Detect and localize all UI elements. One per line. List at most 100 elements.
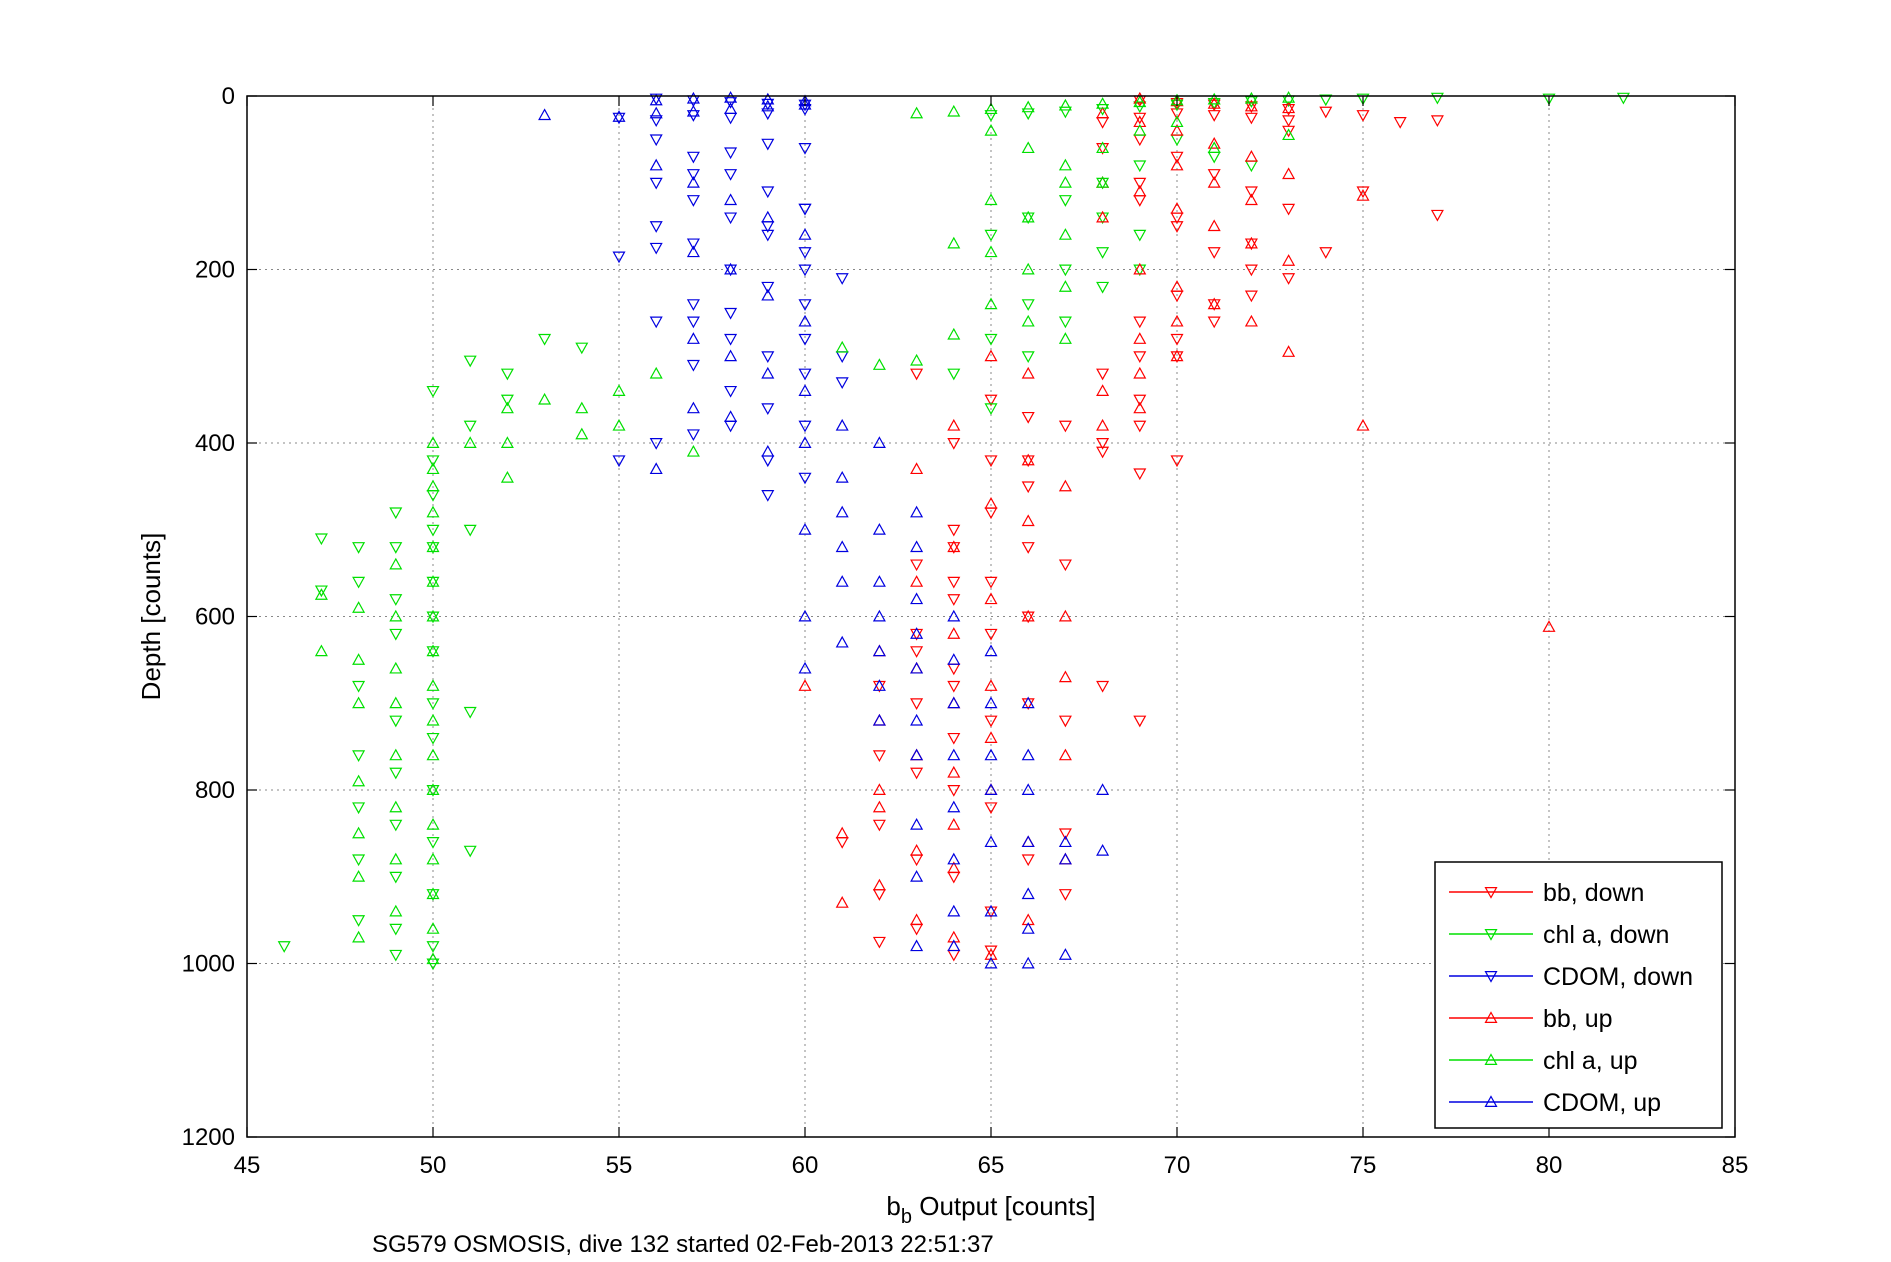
- data-point: [686, 299, 700, 311]
- data-point: [463, 420, 477, 433]
- data-point: [649, 462, 663, 475]
- data-point: [1356, 110, 1370, 122]
- grid: [247, 96, 1735, 1137]
- data-point: [1058, 195, 1072, 207]
- data-point: [389, 557, 403, 570]
- data-point: [612, 112, 626, 125]
- data-point: [947, 627, 961, 639]
- data-point: [1133, 195, 1147, 207]
- data-point: [1096, 141, 1110, 154]
- data-point: [314, 588, 328, 600]
- data-point: [649, 316, 663, 329]
- x-tick-label: 70: [1164, 1152, 1191, 1179]
- data-point: [910, 540, 924, 553]
- data-point: [426, 436, 440, 448]
- data-point: [910, 106, 924, 119]
- data-point: [1170, 349, 1184, 362]
- data-point: [686, 429, 700, 442]
- data-point: [798, 384, 812, 396]
- data-point: [798, 143, 812, 155]
- data-point: [947, 785, 961, 797]
- data-point: [1096, 446, 1110, 459]
- data-point: [1282, 345, 1296, 357]
- data-point: [798, 333, 812, 346]
- data-point: [1096, 210, 1110, 223]
- legend-marker: [1484, 1011, 1498, 1023]
- data-point: [1430, 92, 1444, 105]
- data-point: [1058, 828, 1072, 841]
- data-point: [947, 800, 961, 813]
- data-point: [426, 540, 440, 553]
- data-point: [426, 455, 440, 468]
- data-point: [463, 436, 477, 448]
- data-point: [1096, 97, 1110, 109]
- data-point: [947, 871, 961, 884]
- data-point: [724, 112, 738, 125]
- data-point: [984, 349, 998, 362]
- data-point: [724, 349, 738, 362]
- data-point: [1133, 715, 1147, 728]
- data-point: [352, 750, 366, 763]
- data-point: [947, 418, 961, 431]
- data-point: [984, 592, 998, 605]
- data-point: [910, 713, 924, 726]
- data-point: [947, 576, 961, 589]
- data-point: [1021, 887, 1035, 900]
- data-point: [1021, 411, 1035, 424]
- data-point: [352, 653, 366, 665]
- data-point: [1282, 203, 1296, 216]
- data-point: [761, 288, 775, 301]
- data-point: [1356, 186, 1370, 199]
- data-point: [389, 696, 403, 709]
- data-point: [1058, 559, 1072, 572]
- data-point: [835, 377, 849, 390]
- data-point: [500, 368, 514, 381]
- y-tick-label: 1200: [182, 1124, 235, 1151]
- data-point: [872, 644, 886, 657]
- legend: bb, down chl a, down CDOM, down bb, up chl a…: [1434, 861, 1723, 1129]
- data-point: [984, 715, 998, 728]
- data-point: [649, 366, 663, 379]
- data-point: [724, 147, 738, 160]
- data-point: [910, 368, 924, 381]
- data-point: [1207, 141, 1221, 154]
- data-point: [1133, 351, 1147, 363]
- data-point: [984, 731, 998, 743]
- data-point: [1133, 401, 1147, 414]
- data-point: [426, 748, 440, 761]
- data-point: [463, 524, 477, 537]
- data-point: [1207, 151, 1221, 164]
- data-point: [575, 427, 589, 440]
- data-point: [1021, 835, 1035, 848]
- data-point: [835, 470, 849, 483]
- data-point: [1133, 91, 1147, 104]
- series-cdom-up: [538, 90, 1110, 969]
- data-point: [1058, 889, 1072, 901]
- data-point: [798, 264, 812, 277]
- data-point: [798, 420, 812, 433]
- data-point: [798, 228, 812, 240]
- data-point: [835, 540, 849, 553]
- data-point: [1170, 455, 1184, 468]
- data-point: [389, 904, 403, 917]
- data-point: [1058, 420, 1072, 433]
- data-point: [947, 949, 961, 962]
- data-point: [1170, 158, 1184, 171]
- data-point: [984, 956, 998, 969]
- data-point: [984, 333, 998, 346]
- data-point: [872, 783, 886, 795]
- data-point: [910, 854, 924, 867]
- data-point: [910, 843, 924, 856]
- data-point: [352, 576, 366, 589]
- data-point: [1542, 93, 1556, 106]
- data-point: [1133, 112, 1147, 125]
- data-point: [1170, 290, 1184, 303]
- data-point: [426, 479, 440, 492]
- x-tick-label: 45: [234, 1152, 261, 1179]
- data-point: [686, 151, 700, 164]
- x-tick-label: 75: [1350, 1152, 1377, 1179]
- data-point: [277, 941, 291, 953]
- data-point: [984, 110, 998, 122]
- x-tick-label: 85: [1722, 1152, 1749, 1179]
- data-point: [500, 470, 514, 483]
